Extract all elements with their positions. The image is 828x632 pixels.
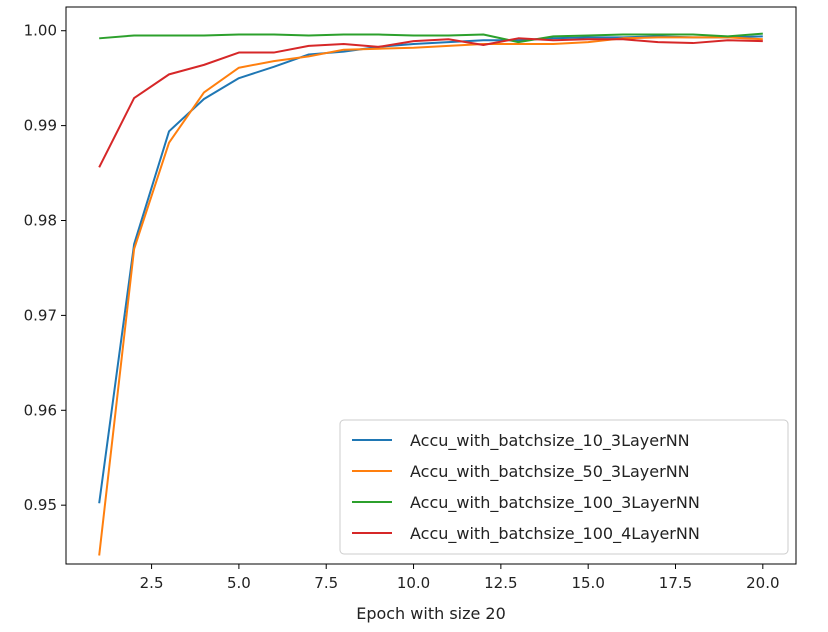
series-line-2 bbox=[98, 36, 763, 556]
x-tick-label: 12.5 bbox=[484, 574, 517, 592]
axes-frame bbox=[65, 6, 797, 565]
x-tick-label: 10.0 bbox=[397, 574, 430, 592]
legend-label: Accu_with_batchsize_100_3LayerNN bbox=[410, 493, 700, 513]
x-axis-ticks: 2.5 5.0 7.5 10.0 12.5 15.0 17.5 20.0 bbox=[140, 564, 780, 592]
y-tick-label: 0.99 bbox=[24, 117, 57, 135]
legend: Accu_with_batchsize_10_3LayerNN Accu_with… bbox=[339, 419, 789, 555]
legend-label: Accu_with_batchsize_50_3LayerNN bbox=[410, 462, 690, 482]
x-tick-label: 15.0 bbox=[571, 574, 604, 592]
x-tick-label: 7.5 bbox=[314, 574, 338, 592]
y-tick-label: 1.00 bbox=[24, 22, 57, 40]
x-tick-label: 20.0 bbox=[746, 574, 779, 592]
y-tick-label: 0.96 bbox=[24, 401, 57, 419]
legend-box bbox=[339, 419, 789, 555]
x-tick-label: 2.5 bbox=[140, 574, 164, 592]
x-tick-label: 17.5 bbox=[659, 574, 692, 592]
legend-label: Accu_with_batchsize_100_4LayerNN bbox=[410, 524, 700, 544]
x-axis-label: Epoch with size 20 bbox=[356, 604, 506, 623]
legend-label: Accu_with_batchsize_10_3LayerNN bbox=[410, 431, 690, 451]
y-axis-ticks: 0.95 0.96 0.97 0.98 0.99 1.00 bbox=[24, 22, 66, 514]
series-lines bbox=[98, 32, 763, 556]
series-line-3 bbox=[99, 32, 763, 44]
y-tick-label: 0.95 bbox=[24, 496, 57, 514]
y-tick-label: 0.98 bbox=[24, 212, 57, 230]
series-line-4 bbox=[98, 37, 763, 168]
x-tick-label: 5.0 bbox=[227, 574, 251, 592]
y-tick-label: 0.97 bbox=[24, 306, 57, 324]
